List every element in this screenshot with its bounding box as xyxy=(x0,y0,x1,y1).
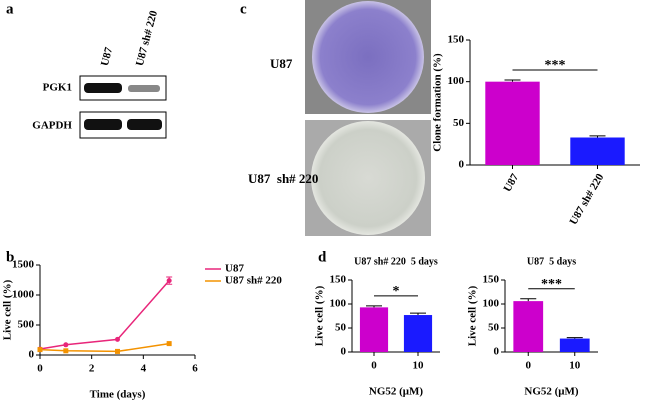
x-tick-label: 6 xyxy=(192,363,198,375)
y-axis-label: Clone formation (%) xyxy=(432,53,444,152)
row-label: PGK1 xyxy=(43,82,72,94)
y-axis-label: Live cell (%) xyxy=(467,285,479,346)
y-axis-label: Live cell (%) xyxy=(314,285,326,346)
chart-title: U87 5 days xyxy=(527,256,576,267)
y-tick-label: 1500 xyxy=(12,259,35,271)
x-tick-label: U87 xyxy=(501,171,521,194)
point xyxy=(115,348,120,354)
x-tick-label: 0 xyxy=(526,360,532,372)
error-bar xyxy=(566,337,583,339)
panel-label: c xyxy=(240,1,247,17)
panel-label: b xyxy=(6,249,14,265)
y-tick-label: 500 xyxy=(18,319,35,331)
bar xyxy=(513,301,544,352)
y-tick-label: 50 xyxy=(335,322,347,334)
band xyxy=(127,119,162,130)
point xyxy=(63,342,69,348)
y-tick-label: 100 xyxy=(330,298,347,310)
significance: * xyxy=(393,284,400,299)
bar xyxy=(485,81,540,165)
bar xyxy=(359,307,389,352)
y-tick-label: 50 xyxy=(453,117,465,129)
y-tick-label: 100 xyxy=(483,298,500,310)
y-tick-label: 150 xyxy=(483,274,500,286)
x-tick-label: 0 xyxy=(371,360,377,372)
legend-label: U87 xyxy=(225,263,244,275)
error-bar xyxy=(520,298,537,302)
panel-label: a xyxy=(6,1,14,17)
plate xyxy=(311,121,425,235)
y-tick-label: 0 xyxy=(459,159,465,171)
x-tick-label: 4 xyxy=(141,363,147,375)
legend-label: U87 sh# 220 xyxy=(225,275,282,287)
y-tick-label: 0 xyxy=(494,346,500,358)
error-bar xyxy=(366,305,382,308)
point xyxy=(166,341,172,347)
chart-title: U87 sh# 220 5 days xyxy=(354,256,438,267)
significance: *** xyxy=(545,58,566,73)
lane-label: U87 xyxy=(99,46,116,68)
y-tick-label: 1000 xyxy=(12,289,35,301)
bar xyxy=(403,315,433,352)
x-tick-label: 10 xyxy=(569,360,581,372)
point xyxy=(63,348,69,354)
point xyxy=(37,347,43,353)
bar xyxy=(559,338,590,352)
error-bar xyxy=(589,135,606,138)
y-tick-label: 0 xyxy=(29,349,35,361)
x-axis-label: NG52 (μM) xyxy=(524,386,579,398)
series-line xyxy=(39,280,170,350)
y-tick-label: 150 xyxy=(448,34,465,46)
y-tick-label: 0 xyxy=(341,346,347,358)
plate-row-label: U87 sh# 220 xyxy=(248,171,318,186)
error-bar xyxy=(410,312,426,316)
band xyxy=(84,119,122,130)
y-tick-label: 150 xyxy=(330,274,347,286)
point xyxy=(166,278,172,284)
y-tick-label: 50 xyxy=(488,322,500,334)
row-label: GAPDH xyxy=(32,120,72,132)
band xyxy=(128,85,160,92)
significance: *** xyxy=(541,277,562,292)
x-axis-label: Time (days) xyxy=(90,389,146,400)
x-axis-label: NG52 (μM) xyxy=(369,386,424,398)
plate-row-label: U87 xyxy=(270,56,293,71)
x-tick-label: 10 xyxy=(413,360,425,372)
plate xyxy=(312,1,424,113)
x-tick-label: U87 sh# 220 xyxy=(567,171,606,227)
point xyxy=(115,336,120,342)
panel-label: d xyxy=(318,249,327,265)
y-axis-label: Live cell (%) xyxy=(2,279,14,340)
error-bar xyxy=(504,79,521,82)
lane-label: U87 sh# 220 xyxy=(134,9,160,67)
y-tick-label: 100 xyxy=(448,75,465,87)
bar xyxy=(570,137,625,165)
x-tick-label: 0 xyxy=(37,363,43,375)
x-tick-label: 2 xyxy=(89,363,95,375)
band xyxy=(84,83,122,93)
series-line xyxy=(39,342,170,353)
